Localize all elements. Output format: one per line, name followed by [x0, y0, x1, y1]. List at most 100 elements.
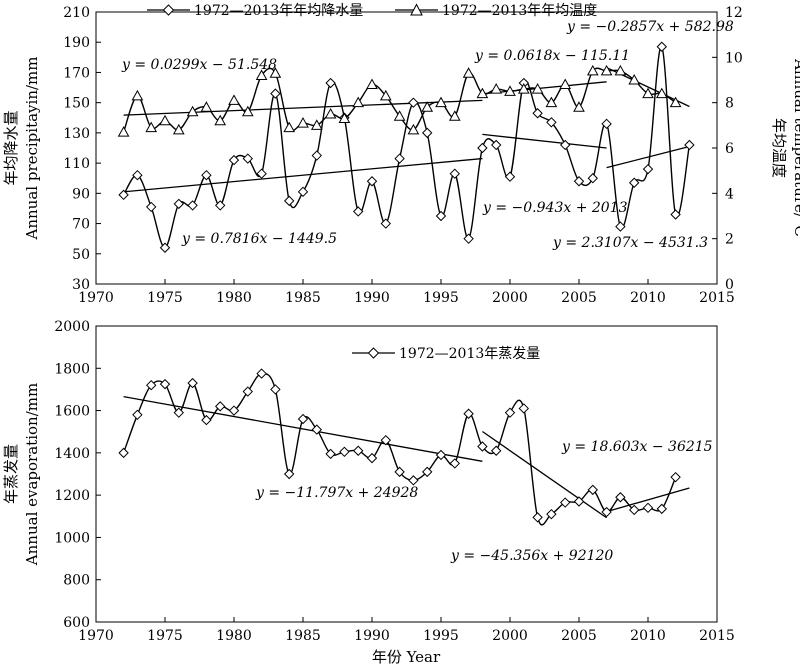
y-tick-label: 130	[63, 126, 90, 142]
diamond-point	[670, 209, 681, 220]
diamond-point	[201, 169, 212, 181]
y-tick-label: 600	[63, 615, 90, 631]
diamond-point	[463, 233, 474, 244]
triangle-point	[366, 78, 378, 90]
y-tick-label: 1200	[54, 488, 90, 504]
triangle-marker-icon	[410, 3, 423, 16]
x-tick-label: 1990	[354, 628, 390, 644]
y-tick-label: 1400	[54, 446, 90, 462]
diamond-point	[435, 449, 447, 461]
triangle-point	[200, 101, 213, 112]
x-tick-label: 1995	[423, 290, 459, 306]
diamond-point	[297, 413, 309, 425]
triangle-point	[504, 85, 516, 96]
bottom-xlabel: 年份 Year	[372, 648, 441, 666]
triangle-point	[393, 110, 406, 121]
triangle-point	[338, 112, 351, 124]
triangle-point	[655, 87, 668, 99]
y-tick-label: 190	[63, 35, 90, 51]
top-ylabel-en: Annual precipitayin/mm	[23, 57, 41, 241]
diamond-point	[642, 163, 654, 175]
y-tick-label: 1000	[54, 530, 90, 546]
diamond-point	[573, 176, 585, 187]
diamond-point	[228, 154, 240, 166]
bottom-ylabel-en: Annual evaporation/mm	[23, 383, 41, 566]
diamond-point	[201, 414, 212, 426]
trend-line	[123, 157, 483, 193]
diamond-point	[380, 434, 392, 446]
diamond-point	[311, 424, 323, 435]
diamond-point	[173, 407, 185, 418]
top-y2label-cn: 年均温度	[770, 118, 788, 178]
y2-tick-label: 0	[725, 277, 734, 293]
triangle-point	[586, 64, 599, 76]
top-ylabel-cn: 年均降水量	[2, 110, 20, 185]
diamond-point	[242, 153, 254, 164]
x-tick-label: 1980	[216, 628, 252, 644]
eq-temp-2: y = 0.0618x − 115.11	[474, 48, 630, 64]
triangle-point	[352, 96, 365, 108]
diamond-point	[628, 504, 640, 516]
diamond-marker-icon	[162, 4, 175, 16]
triangle-point	[159, 114, 171, 126]
diamond-point	[435, 210, 447, 222]
x-tick-label: 1990	[354, 290, 390, 306]
y-tick-label: 150	[63, 96, 90, 112]
diamond-point	[656, 503, 668, 515]
diamond-point	[490, 445, 502, 456]
triangle-point	[186, 105, 199, 117]
diamond-point	[366, 452, 378, 464]
triangle-point	[214, 114, 227, 126]
diamond-point	[670, 471, 681, 483]
diamond-point	[339, 446, 350, 458]
triangle-point	[421, 101, 434, 112]
y2-tick-label: 6	[725, 141, 734, 157]
diamond-point	[187, 377, 198, 389]
diamond-point	[518, 403, 530, 414]
trend-line	[123, 395, 483, 462]
triangle-point	[462, 67, 475, 78]
diamond-point	[490, 139, 502, 151]
diamond-point	[132, 409, 143, 421]
triangle-point	[490, 83, 503, 94]
trend-line	[606, 145, 690, 169]
diamond-point	[504, 171, 516, 182]
diamond-point	[546, 117, 557, 128]
evaporation-chart: 1970 1975 1980 1985 1990 1995 2000 2005 2010 2015…	[2, 319, 735, 666]
diamond-point	[394, 466, 405, 478]
eq-temp-1: y = 0.0299x − 51.548	[121, 57, 277, 73]
diamond-point	[408, 475, 419, 486]
y2-tick-label: 12	[725, 5, 743, 21]
x-tick-label: 1975	[147, 290, 183, 306]
diamond-point	[242, 386, 254, 397]
diamond-point	[311, 150, 323, 161]
triangle-point	[545, 96, 558, 108]
diamond-point	[615, 492, 626, 503]
y-tick-label: 110	[63, 156, 90, 172]
y2-tick-label: 2	[725, 232, 734, 248]
diamond-point	[449, 168, 461, 179]
y2-tick-label: 8	[725, 96, 734, 112]
triangle-point	[172, 123, 185, 135]
triangle-point	[241, 105, 254, 117]
trend-line	[482, 430, 607, 519]
diamond-point	[477, 441, 488, 452]
y-tick-label: 70	[72, 217, 90, 233]
diamond-point	[601, 118, 612, 130]
top-legend: 1972—2013年年均降水量 1972—2013年年均温度	[147, 3, 597, 19]
trend-line	[482, 133, 607, 149]
diamond-point	[587, 173, 599, 184]
series-line	[122, 46, 691, 249]
diamond-point	[325, 448, 336, 460]
diamond-point	[463, 408, 474, 419]
x-tick-label: 2015	[699, 290, 735, 306]
diamond-point	[449, 458, 461, 469]
diamond-point	[297, 186, 309, 198]
triangle-point	[531, 83, 544, 94]
x-tick-label: 1985	[285, 628, 321, 644]
y-tick-label: 800	[63, 573, 90, 589]
diamond-point	[380, 218, 392, 229]
eq-temp-3: y = −0.2857x + 582.98	[566, 19, 734, 35]
diamond-point	[256, 368, 267, 379]
diamond-point	[325, 77, 336, 89]
